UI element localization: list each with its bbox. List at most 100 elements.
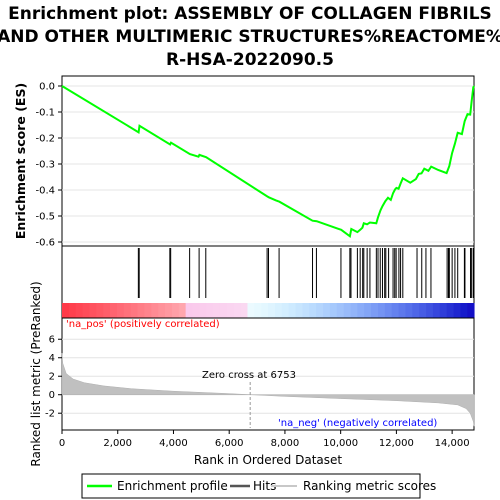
chart-title-line-3: R-HSA-2022090.5	[166, 50, 334, 70]
metric-y-axis-label: Ranked list metric (PreRanked)	[29, 281, 43, 466]
color-bar-segment	[226, 303, 235, 318]
zero-cross-annotation: Zero cross at 6753	[202, 370, 296, 381]
color-bar-segment	[343, 303, 351, 318]
legend-hits-label: Hits	[253, 479, 276, 493]
color-bar-segment	[158, 303, 166, 318]
color-bar-segment	[240, 303, 248, 318]
color-bar-segment	[281, 303, 290, 318]
color-bar-segment	[96, 303, 104, 318]
chart-title-line-1: Enrichment plot: ASSEMBLY OF COLLAGEN FI…	[8, 4, 492, 24]
chart-title-line-2: AND OTHER MULTIMERIC STRUCTURES%REACTOME…	[0, 27, 500, 47]
color-bar-segment	[432, 303, 441, 318]
color-bar-segment	[137, 303, 145, 318]
color-bar-segment	[178, 303, 187, 318]
color-bar-segment	[412, 303, 420, 318]
color-bar-segment	[467, 303, 475, 318]
color-bar-segment	[185, 303, 193, 318]
color-bar-segment	[68, 303, 77, 318]
na-pos-label: 'na_pos' (positively correlated)	[66, 319, 220, 330]
x-tick-label: 8,000	[271, 438, 300, 449]
x-tick-label: 12,000	[379, 438, 414, 449]
color-bar-segment	[268, 303, 276, 318]
x-tick-label: 4,000	[159, 438, 188, 449]
color-bar-segment	[219, 303, 228, 318]
metric-y-tick-label: -2	[45, 409, 55, 420]
color-bar-segment	[247, 303, 255, 318]
color-bar-segment	[144, 303, 152, 318]
color-bar-segment	[377, 303, 386, 318]
color-bar-segment	[130, 303, 138, 318]
color-bar-segment	[75, 303, 84, 318]
color-bar-segment	[460, 303, 468, 318]
es-y-axis-label: Enrichment score (ES)	[13, 83, 28, 239]
es-y-tick-label: 0.0	[39, 82, 55, 93]
color-bar-segment	[89, 303, 97, 318]
color-bar-segment	[350, 303, 358, 318]
color-bar-segment	[261, 303, 269, 318]
metric-y-tick-label: 6	[49, 335, 55, 346]
color-bar-segment	[329, 303, 338, 318]
x-tick-label: 14,000	[435, 438, 470, 449]
color-bar-segment	[254, 303, 262, 318]
x-tick-label: 6,000	[215, 438, 244, 449]
color-bar-segment	[357, 303, 365, 318]
color-bar-segment	[165, 303, 173, 318]
enrichment-profile-line	[61, 85, 475, 239]
enrichment-panel	[61, 75, 475, 247]
ranking-metric-area	[61, 353, 475, 427]
ranked-metric-panel	[61, 317, 475, 431]
color-bar-segment	[446, 303, 454, 318]
color-bar-segment	[419, 303, 427, 318]
es-y-tick-label: -0.1	[35, 108, 55, 119]
color-bar-segment	[364, 303, 372, 318]
color-bar-segment	[274, 303, 283, 318]
na-neg-label: 'na_neg' (negatively correlated)	[278, 418, 437, 429]
es-y-tick-label: -0.5	[35, 212, 55, 223]
rank-color-bar	[62, 303, 475, 318]
color-bar-segment	[213, 303, 221, 318]
color-bar-segment	[302, 303, 310, 318]
es-gridlines	[62, 85, 474, 243]
x-axis-label: Rank in Ordered Dataset	[194, 453, 342, 467]
color-bar-segment	[295, 303, 303, 318]
es-y-tick-label: -0.4	[35, 186, 55, 197]
color-bar-segment	[323, 303, 331, 318]
es-y-tick-label: -0.3	[35, 160, 55, 171]
color-bar-segment	[62, 303, 70, 318]
legend-box	[81, 473, 421, 499]
color-bar-segment	[110, 303, 118, 318]
metric-y-ticks: 6 4 2 0 -2	[45, 335, 62, 420]
color-bar-segment	[171, 303, 180, 318]
x-tick-label: 0	[59, 438, 65, 449]
es-y-tick-label: -0.2	[35, 134, 55, 145]
color-bar-segment	[426, 303, 434, 318]
color-bar-segment	[233, 303, 241, 318]
color-bar-segment	[316, 303, 324, 318]
hit-markers	[137, 248, 474, 298]
metric-y-tick-label: 2	[49, 372, 55, 383]
es-y-tick-label: -0.6	[35, 238, 55, 249]
es-y-ticks: 0.0 -0.1 -0.2 -0.3 -0.4 -0.5 -0.6	[35, 82, 62, 249]
color-bar-segment	[439, 303, 448, 318]
x-tick-label: 10,000	[323, 438, 358, 449]
color-bar-segment	[384, 303, 393, 318]
metric-y-tick-label: 4	[49, 353, 55, 364]
x-axis-ticks: 0 2,000 4,000 6,000 8,000 10,000 12,000 14,000	[59, 430, 470, 449]
color-bar-segment	[192, 303, 200, 318]
color-bar-segment	[309, 303, 317, 318]
color-bar-segment	[336, 303, 345, 318]
color-bar-segment	[82, 303, 90, 318]
color-bar-segment	[199, 303, 207, 318]
color-bar-segment	[206, 303, 214, 318]
color-bar-segment	[405, 303, 413, 318]
metric-y-tick-label: 0	[49, 390, 55, 401]
color-bar-segment	[288, 303, 296, 318]
color-bar-segment	[371, 303, 379, 318]
x-tick-label: 2,000	[103, 438, 132, 449]
legend-enrichment-profile-label: Enrichment profile	[117, 479, 228, 493]
color-bar-segment	[116, 303, 125, 318]
color-bar-segment	[103, 303, 111, 318]
color-bar-segment	[398, 303, 406, 318]
legend-ranking-metric-label: Ranking metric scores	[303, 479, 436, 493]
